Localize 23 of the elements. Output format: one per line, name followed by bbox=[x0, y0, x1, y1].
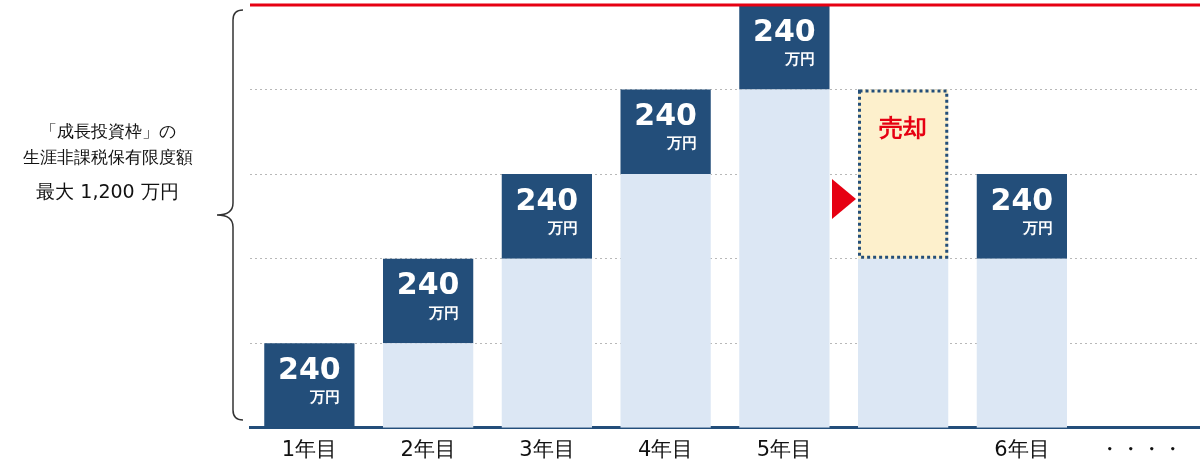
bar bbox=[620, 174, 711, 428]
data-label: 240 万円 bbox=[396, 266, 460, 322]
x-tick-label: 6年目 bbox=[994, 436, 1050, 461]
data-label: 240 万円 bbox=[634, 97, 697, 153]
bar bbox=[383, 343, 474, 428]
data-label: 240 万円 bbox=[753, 12, 816, 68]
bar bbox=[501, 258, 592, 428]
text: 最大 1,200 万円 bbox=[35, 179, 180, 204]
x-tick-label: 3年目 bbox=[519, 436, 575, 461]
text: 「成長投資枠」の bbox=[38, 120, 177, 143]
data-label: 240 万円 bbox=[990, 181, 1054, 238]
text: 生涯非課税保有限度額 bbox=[21, 146, 194, 169]
data-label: 240 万円 bbox=[515, 181, 579, 238]
x-tick-label: 2年目 bbox=[400, 436, 456, 461]
x-tick-label: 4年目 bbox=[637, 436, 694, 461]
x-tick-label: ・・・・ bbox=[1098, 436, 1183, 461]
data-label: 売却 bbox=[879, 113, 928, 142]
x-tick-label: 1年目 bbox=[281, 436, 338, 461]
bar bbox=[858, 258, 949, 428]
bar bbox=[739, 89, 830, 428]
bar bbox=[976, 258, 1067, 428]
x-tick-label: 5年目 bbox=[756, 436, 813, 461]
data-label: 240 万円 bbox=[278, 351, 341, 407]
